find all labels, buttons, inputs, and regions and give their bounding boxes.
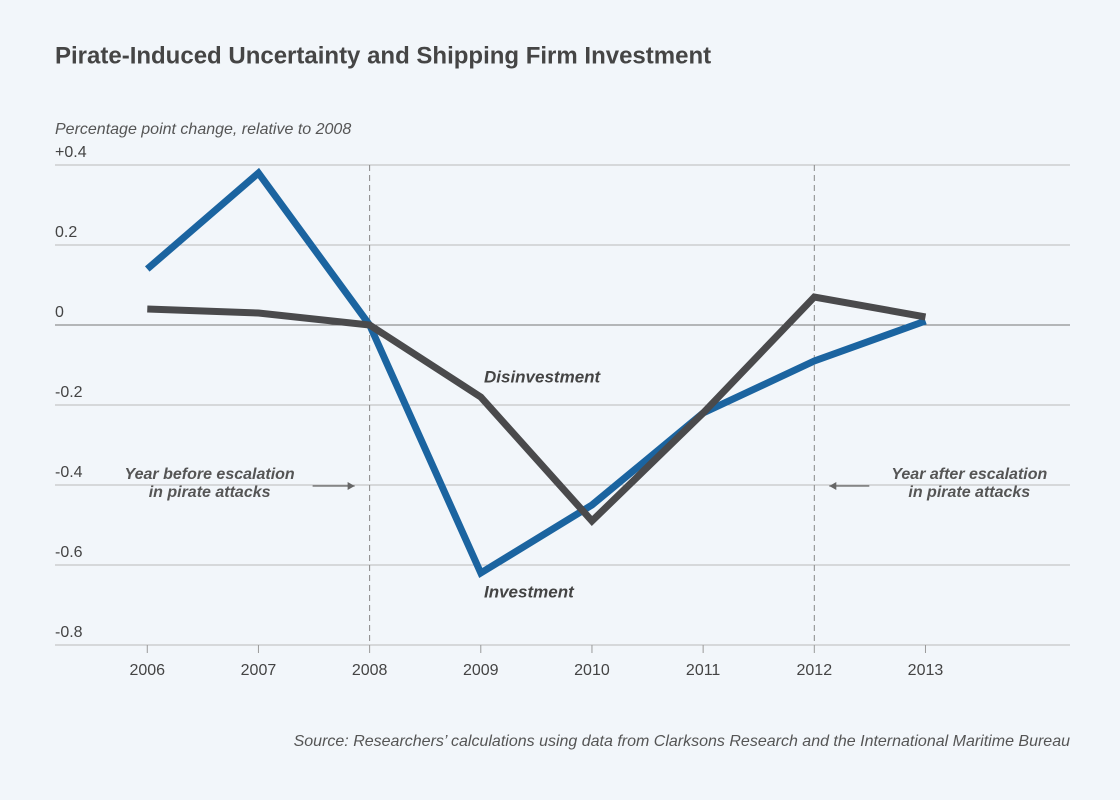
series-line: [144, 167, 927, 579]
arrow-head: [347, 482, 355, 490]
y-tick-label: -0.2: [55, 384, 83, 401]
y-axis-label: Percentage point change, relative to 200…: [55, 121, 351, 138]
x-tick-label: 2011: [686, 662, 721, 679]
y-tick-label: -0.8: [55, 624, 83, 641]
x-tick-label: 2012: [797, 662, 833, 679]
y-tick-label: +0.4: [55, 144, 87, 161]
annotation-text: in pirate attacks: [908, 484, 1030, 501]
y-tick-label: -0.6: [55, 544, 83, 561]
source: Source: Researchers’ calculations using …: [294, 733, 1070, 750]
series-line: [147, 293, 927, 527]
y-tick-label: 0: [55, 304, 64, 321]
x-tick-label: 2007: [241, 662, 277, 679]
annotation-text: Year after escalation: [891, 466, 1047, 483]
y-tick-label: -0.4: [55, 464, 83, 481]
y-tick-label: 0.2: [55, 224, 77, 241]
x-tick-label: 2009: [463, 662, 499, 679]
series-label: Investment: [484, 582, 575, 601]
x-tick-label: 2010: [574, 662, 610, 679]
x-tick-label: 2013: [908, 662, 944, 679]
x-tick-label: 2008: [352, 662, 388, 679]
arrow-head: [829, 482, 837, 490]
chart-title: Pirate-Induced Uncertainty and Shipping …: [55, 42, 711, 69]
x-tick-label: 2006: [129, 662, 165, 679]
series-label: Disinvestment: [484, 367, 602, 386]
annotation-text: in pirate attacks: [149, 484, 271, 501]
annotation-text: Year before escalation: [125, 466, 295, 483]
